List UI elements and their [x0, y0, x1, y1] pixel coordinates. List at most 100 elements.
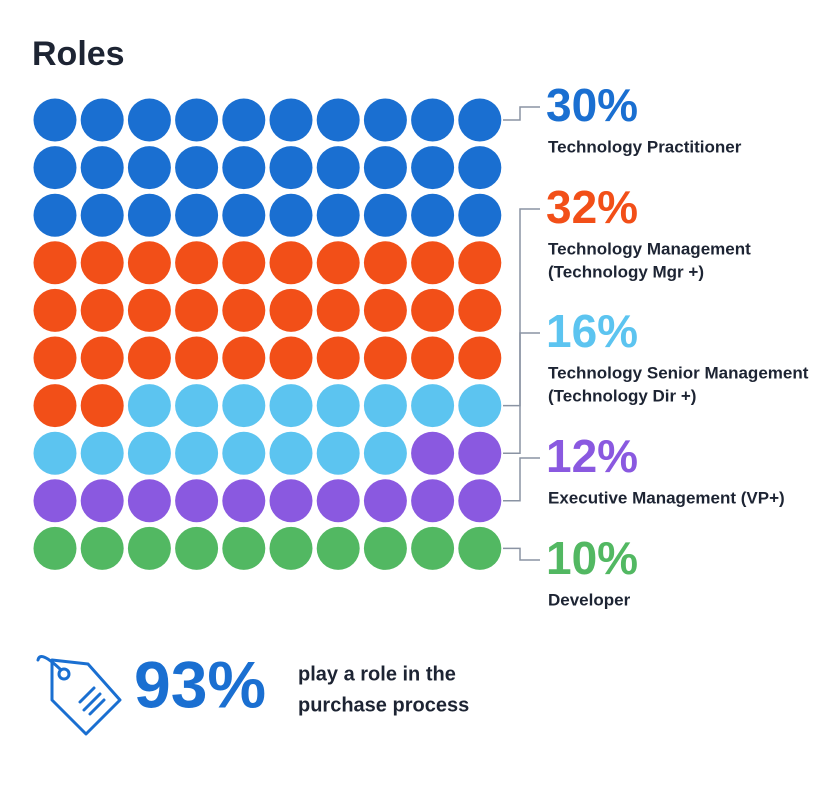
- waffle-dot: [458, 526, 502, 570]
- waffle-dot: [316, 384, 360, 428]
- waffle-dot: [316, 479, 360, 523]
- waffle-dot: [127, 526, 171, 570]
- waffle-dot: [33, 479, 77, 523]
- waffle-dot: [411, 526, 455, 570]
- waffle-dot: [80, 479, 124, 523]
- waffle-dot: [175, 479, 219, 523]
- waffle-dot: [80, 526, 124, 570]
- connector: [503, 106, 540, 121]
- waffle-dot: [411, 193, 455, 237]
- waffle-dot: [363, 146, 407, 190]
- waffle-dot: [411, 479, 455, 523]
- waffle-dot: [33, 336, 77, 380]
- waffle-dot: [127, 431, 171, 475]
- waffle-dot: [316, 241, 360, 285]
- waffle-dot: [458, 384, 502, 428]
- waffle-dot: [316, 98, 360, 142]
- waffle-dot: [127, 479, 171, 523]
- value-label: 16%: [546, 305, 638, 357]
- waffle-dot: [127, 336, 171, 380]
- waffle-dot: [222, 336, 266, 380]
- waffle-dot: [175, 241, 219, 285]
- waffle-dot: [269, 146, 313, 190]
- waffle-dot: [127, 384, 171, 428]
- waffle-dot: [127, 146, 171, 190]
- connector: [503, 457, 540, 502]
- waffle-dot: [222, 431, 266, 475]
- waffle-dot: [411, 431, 455, 475]
- stat-text: purchase process: [298, 694, 469, 716]
- waffle-dot: [222, 479, 266, 523]
- waffle-dot: [222, 98, 266, 142]
- waffle-dot: [80, 193, 124, 237]
- waffle-dot: [222, 384, 266, 428]
- waffle-dot: [33, 526, 77, 570]
- waffle-dot: [127, 288, 171, 332]
- waffle-dot: [363, 241, 407, 285]
- waffle-dot: [269, 288, 313, 332]
- waffle-dot: [411, 288, 455, 332]
- value-label: 30%: [546, 79, 638, 131]
- legend-label: (Technology Dir +): [548, 386, 696, 405]
- waffle-dot: [363, 384, 407, 428]
- legend-label: Technology Management: [548, 239, 751, 258]
- stat: 93%: [134, 647, 266, 721]
- waffle-dot: [411, 241, 455, 285]
- waffle-dot: [80, 384, 124, 428]
- waffle-dot: [458, 336, 502, 380]
- waffle-dot: [269, 193, 313, 237]
- stat-text: play a role in the: [298, 663, 456, 685]
- waffle-dot: [363, 288, 407, 332]
- waffle-dot: [175, 526, 219, 570]
- waffle-dot: [411, 384, 455, 428]
- value-label: 32%: [546, 181, 638, 233]
- waffle-dot: [363, 98, 407, 142]
- waffle-dot: [458, 431, 502, 475]
- waffle-dot: [222, 526, 266, 570]
- waffle-dot: [222, 146, 266, 190]
- waffle-dot: [363, 193, 407, 237]
- waffle-dot: [458, 479, 502, 523]
- chart-title: Roles: [32, 35, 125, 73]
- waffle-dot: [269, 336, 313, 380]
- waffle-dot: [175, 193, 219, 237]
- waffle-dot: [80, 336, 124, 380]
- waffle-dot: [175, 146, 219, 190]
- waffle-dot: [33, 146, 77, 190]
- waffle-dot: [363, 479, 407, 523]
- waffle-dot: [175, 288, 219, 332]
- value-label: 10%: [546, 532, 638, 584]
- legend-label: Technology Senior Management: [548, 363, 809, 382]
- waffle-dot: [222, 288, 266, 332]
- waffle-dot: [33, 98, 77, 142]
- waffle-dot: [80, 146, 124, 190]
- legend-label: (Technology Mgr +): [548, 262, 704, 281]
- waffle-dot: [33, 193, 77, 237]
- waffle-dot: [33, 384, 77, 428]
- waffle-dot: [269, 526, 313, 570]
- waffle-dot: [316, 431, 360, 475]
- waffle-dot: [458, 146, 502, 190]
- waffle-dot: [33, 241, 77, 285]
- waffle-dot: [363, 431, 407, 475]
- waffle-dot: [316, 146, 360, 190]
- waffle-dot: [269, 479, 313, 523]
- waffle-dot: [411, 98, 455, 142]
- waffle-dot: [175, 336, 219, 380]
- waffle-dot: [411, 336, 455, 380]
- waffle-dot: [316, 193, 360, 237]
- connector: [503, 332, 540, 454]
- connector: [503, 208, 540, 407]
- waffle-dot: [127, 193, 171, 237]
- connector: [503, 547, 540, 561]
- waffle-dot: [316, 288, 360, 332]
- waffle-dot: [222, 193, 266, 237]
- waffle-dot: [316, 336, 360, 380]
- waffle-dot: [80, 241, 124, 285]
- waffle-dot: [222, 241, 266, 285]
- waffle-dot: [269, 98, 313, 142]
- waffle-dot: [316, 526, 360, 570]
- waffle-dot: [363, 526, 407, 570]
- waffle-dot: [458, 193, 502, 237]
- waffle-dot: [127, 241, 171, 285]
